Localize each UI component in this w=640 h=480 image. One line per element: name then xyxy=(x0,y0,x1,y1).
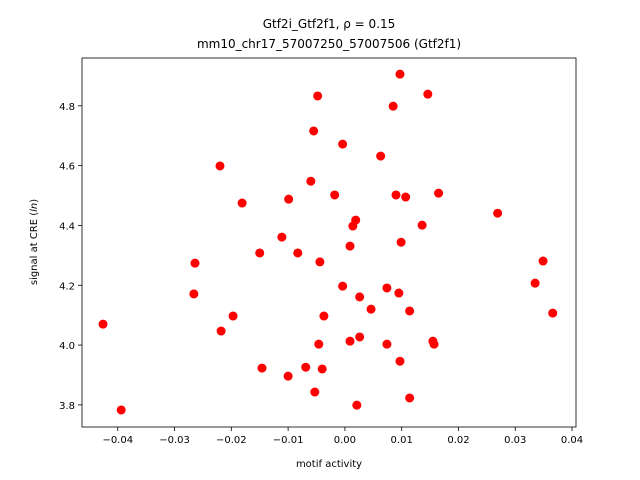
data-point xyxy=(348,221,358,231)
data-point xyxy=(352,400,362,410)
data-point xyxy=(116,405,126,415)
data-point xyxy=(530,278,540,288)
data-point xyxy=(388,101,398,111)
y-axis: 3.8 4.0 4.2 4.4 4.6 4.8 xyxy=(59,102,82,412)
data-point xyxy=(98,319,108,329)
y-tick-label: 4.0 xyxy=(59,341,75,352)
data-point xyxy=(395,356,405,366)
data-point xyxy=(405,393,415,403)
x-tick-label: 0.01 xyxy=(391,435,413,446)
y-tick-label: 4.2 xyxy=(59,281,75,292)
y-tick-label: 4.8 xyxy=(59,102,75,113)
data-point xyxy=(228,311,238,321)
data-point xyxy=(319,311,329,321)
data-point xyxy=(493,208,503,218)
data-point xyxy=(190,258,200,268)
data-point xyxy=(396,237,406,247)
data-point xyxy=(301,362,311,372)
data-point xyxy=(548,308,558,318)
data-point xyxy=(330,190,340,200)
data-point xyxy=(237,198,247,208)
data-point xyxy=(345,336,355,346)
points-layer xyxy=(98,69,558,415)
data-point xyxy=(338,281,348,291)
x-tick-label: 0.00 xyxy=(334,435,356,446)
data-point xyxy=(317,364,327,374)
data-point xyxy=(314,339,324,349)
y-axis-label: signal at CRE (ln) xyxy=(29,199,40,285)
data-point xyxy=(338,139,348,149)
data-point xyxy=(306,176,316,186)
x-tick-label: 0.04 xyxy=(561,435,583,446)
data-point xyxy=(429,339,439,349)
data-point xyxy=(189,289,199,299)
x-tick-label: −0.02 xyxy=(216,435,247,446)
data-point xyxy=(434,188,444,198)
data-point xyxy=(315,257,325,267)
y-tick-label: 4.6 xyxy=(59,162,75,173)
y-tick-label: 3.8 xyxy=(59,401,75,412)
data-point xyxy=(376,151,386,161)
x-axis: −0.04 −0.03 −0.02 −0.01 0.00 0.01 0.02 0.03 0.04 xyxy=(102,427,583,446)
x-tick-label: −0.01 xyxy=(273,435,304,446)
data-point xyxy=(382,283,392,293)
data-point xyxy=(423,89,433,99)
data-point xyxy=(255,248,265,258)
x-axis-label: motif activity xyxy=(296,459,362,470)
data-point xyxy=(405,306,415,316)
data-point xyxy=(310,387,320,397)
y-tick-label: 4.4 xyxy=(59,221,75,232)
chart-subtitle: mm10_chr17_57007250_57007506 (Gtf2f1) xyxy=(197,37,461,51)
data-point xyxy=(417,220,427,230)
data-point xyxy=(382,339,392,349)
data-point xyxy=(283,371,293,381)
x-tick-label: 0.03 xyxy=(504,435,526,446)
chart-title: Gtf2i_Gtf2f1, ρ = 0.15 xyxy=(263,17,396,31)
x-tick-label: −0.04 xyxy=(102,435,133,446)
plot-frame xyxy=(81,57,577,428)
data-point xyxy=(355,292,365,302)
data-point xyxy=(257,363,267,373)
data-point xyxy=(216,326,226,336)
data-point xyxy=(401,192,411,202)
data-point xyxy=(355,332,365,342)
data-point xyxy=(345,241,355,251)
data-point xyxy=(395,69,405,79)
data-point xyxy=(366,304,376,314)
data-point xyxy=(309,126,319,136)
data-point xyxy=(313,91,323,101)
data-point xyxy=(277,232,287,242)
data-point xyxy=(394,288,404,298)
data-point xyxy=(215,161,225,171)
data-point xyxy=(538,256,548,266)
x-tick-label: −0.03 xyxy=(159,435,190,446)
data-point xyxy=(293,248,303,258)
x-tick-label: 0.02 xyxy=(447,435,469,446)
data-point xyxy=(391,190,401,200)
data-point xyxy=(284,194,294,204)
